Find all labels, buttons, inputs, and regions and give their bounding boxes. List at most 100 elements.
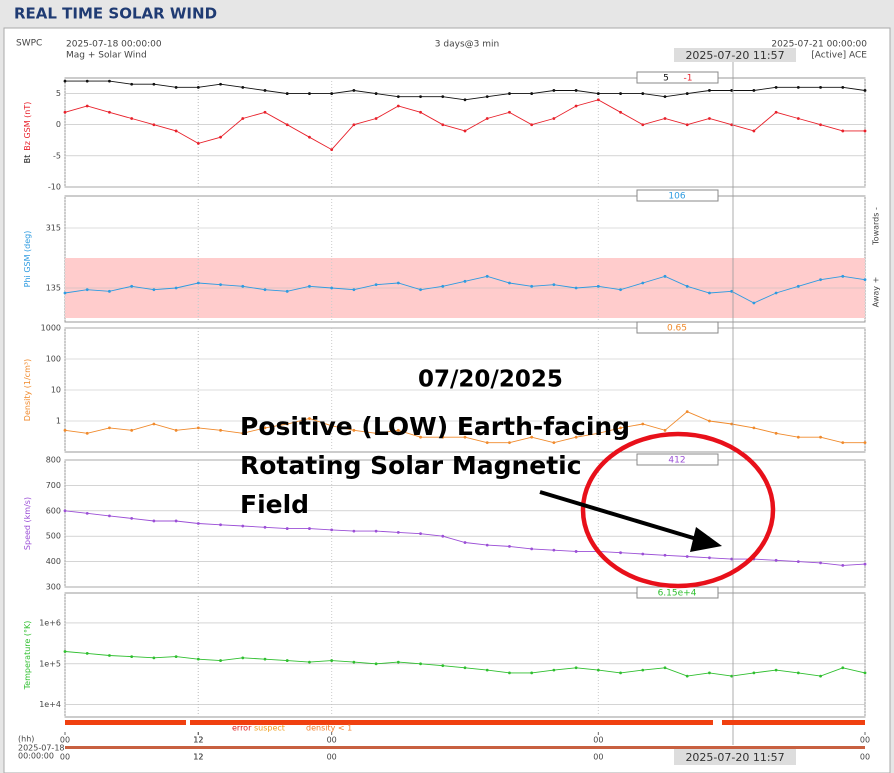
data-point — [819, 674, 822, 678]
y-tick-label: 1e+5 — [39, 659, 61, 668]
y-tick-label: 600 — [46, 506, 61, 515]
y-tick-label: 400 — [46, 557, 61, 566]
status-gap — [186, 719, 190, 726]
span: 3 days@3 min — [435, 40, 499, 50]
plots: 0000121200001212000012120000-10-505BtBz … — [23, 71, 881, 762]
data-point — [219, 523, 222, 527]
data-point — [730, 289, 734, 293]
data-point — [530, 92, 534, 95]
x-tick-label: 12 — [193, 736, 203, 745]
data-point — [796, 117, 800, 120]
data-point — [352, 288, 356, 292]
data-point — [730, 89, 734, 92]
data-point — [508, 671, 511, 675]
readout-value: 6.15e+4 — [658, 589, 697, 599]
data-point — [730, 674, 734, 678]
data-point — [352, 89, 356, 92]
data-point — [441, 284, 445, 288]
data-point — [685, 123, 689, 127]
data-point — [374, 662, 378, 666]
data-point — [263, 89, 267, 92]
data-point — [841, 274, 845, 278]
data-point — [641, 92, 645, 95]
data-point — [263, 288, 267, 292]
page-title: REAL TIME SOLAR WIND — [14, 5, 217, 23]
x-unit: (hh) — [18, 735, 34, 744]
data-point — [641, 422, 645, 426]
readout-box — [636, 453, 719, 466]
data-point — [619, 551, 622, 555]
data-point — [663, 274, 667, 278]
data-point — [241, 85, 245, 89]
data-point — [241, 117, 245, 120]
data-point — [63, 428, 67, 432]
data-point — [596, 668, 600, 672]
data-point — [863, 562, 867, 566]
data-point — [419, 435, 422, 439]
data-point — [641, 123, 645, 127]
data-point — [263, 657, 267, 661]
data-point — [530, 284, 534, 288]
y-tick-label: 135 — [46, 284, 61, 293]
data-point — [108, 79, 111, 83]
data-point — [441, 664, 445, 668]
readout-value: 412 — [668, 456, 685, 466]
annotation-date: 07/20/2025 — [418, 367, 563, 393]
data-point — [552, 441, 556, 445]
data-point — [574, 286, 578, 290]
x-tick-label: 00 — [327, 736, 337, 745]
data-point — [330, 148, 334, 152]
data-point — [130, 428, 134, 432]
data-point — [619, 426, 622, 430]
y-axis-label: Bt Bz GSM (nT) — [23, 102, 32, 164]
data-point — [530, 671, 534, 675]
data-point — [219, 659, 222, 662]
cursor-time: 2025-07-20 11:57 — [685, 49, 784, 62]
data-point — [730, 557, 734, 561]
data-point — [241, 431, 245, 435]
data-point — [730, 123, 734, 127]
data-point — [863, 441, 867, 445]
data-point — [108, 110, 111, 114]
x-tick-label: 12 — [193, 736, 203, 745]
data-point — [530, 547, 534, 551]
end-time: 2025-07-21 00:00:00 — [771, 40, 867, 50]
data-point — [619, 671, 622, 675]
data-point — [841, 441, 845, 445]
data-point — [241, 524, 245, 528]
readout-box — [636, 71, 719, 84]
data-point — [263, 110, 267, 114]
data-point — [752, 426, 756, 430]
data-point — [441, 123, 445, 127]
x-tick-label: 12 — [193, 753, 203, 762]
data-point — [396, 281, 400, 285]
data-point — [330, 424, 334, 428]
data-point — [708, 419, 711, 423]
data-point — [841, 666, 845, 670]
readout-value: 0.65 — [667, 324, 687, 334]
data-point — [619, 110, 622, 114]
data-point — [508, 110, 511, 114]
y-tick-label: 0 — [56, 120, 61, 129]
data-point — [841, 129, 845, 133]
side-label: Towards - — [872, 207, 881, 246]
data-point — [85, 288, 89, 292]
data-point — [196, 142, 200, 145]
data-point — [708, 556, 711, 560]
data-point — [152, 422, 156, 426]
data-point — [508, 544, 511, 548]
data-point — [685, 674, 689, 678]
start-time: 2025-07-18 00:00:00 — [66, 40, 162, 50]
data-point — [796, 560, 800, 563]
x-tick-label: 00 — [593, 753, 603, 762]
legend-error: error — [232, 724, 252, 733]
plot-frame — [64, 77, 866, 188]
data-point — [463, 435, 467, 439]
y-tick-label: 1e+6 — [39, 618, 61, 627]
x-tick-label: 00 — [60, 753, 70, 762]
data-point — [419, 288, 422, 292]
y-axis-label: Density (1/cm³) — [23, 359, 32, 421]
legend-suspect: suspect — [254, 724, 285, 733]
data-point — [352, 660, 356, 664]
data-point — [85, 104, 89, 108]
